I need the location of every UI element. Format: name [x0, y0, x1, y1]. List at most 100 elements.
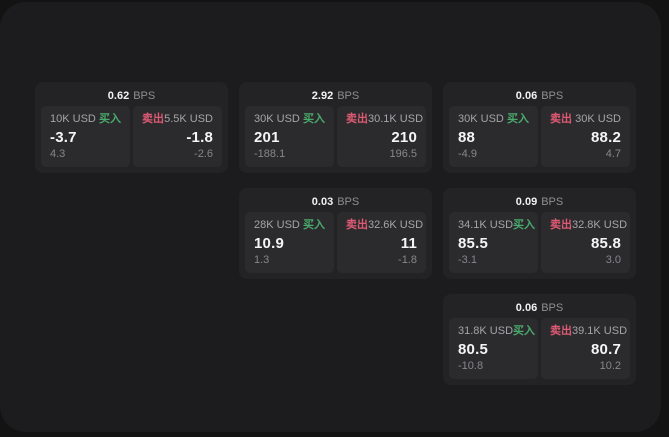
buy-side-label: 买入: [513, 325, 536, 337]
sell-pane-top: 卖出 39.1K USD: [550, 325, 627, 338]
buy-price: -3.7: [50, 129, 77, 146]
sell-price: 85.8: [591, 235, 621, 252]
buy-quote-pane[interactable]: 30K USD 买入 88 -4.9: [449, 106, 538, 167]
bps-unit-label: BPS: [541, 302, 564, 314]
sell-price: 80.7: [591, 341, 621, 358]
sell-delta: -1.8: [398, 254, 417, 266]
buy-amount: 30K USD: [458, 113, 504, 125]
sell-pane-top: 卖出 30K USD: [550, 113, 621, 126]
buy-side-label: 买入: [507, 113, 529, 125]
buy-amount: 10K USD: [50, 113, 96, 125]
bps-unit-label: BPS: [133, 90, 156, 102]
buy-pane-top: 28K USD 买入: [254, 219, 325, 232]
sell-price: -1.8: [186, 129, 213, 146]
card-body: 10K USD 买入 -3.7 4.3 卖出 5.5K USD -1.8 -2.…: [41, 106, 222, 167]
sell-pane-top: 卖出 30.1K USD: [346, 113, 423, 126]
sell-price: 88.2: [591, 129, 621, 146]
buy-quote-pane[interactable]: 30K USD 买入 201 -188.1: [245, 106, 334, 167]
bps-value: 0.06: [515, 90, 538, 102]
sell-quote-pane[interactable]: 卖出 30.1K USD 210 196.5: [337, 106, 426, 167]
card-header: 0.03 BPS: [245, 192, 426, 212]
quote-card: 0.62 BPS 10K USD 买入 -3.7 4.3 卖出 5.5K USD: [35, 82, 228, 173]
buy-side-label: 买入: [303, 113, 325, 125]
buy-delta: -4.9: [458, 148, 477, 160]
buy-amount: 31.8K USD: [458, 325, 514, 337]
sell-quote-pane[interactable]: 卖出 32.8K USD 85.8 3.0: [541, 212, 630, 273]
card-header: 0.06 BPS: [449, 86, 630, 106]
buy-price: 10.9: [254, 235, 284, 252]
card-body: 34.1K USD 买入 85.5 -3.1 卖出 32.8K USD 85.8…: [449, 212, 630, 273]
sell-amount: 32.8K USD: [572, 219, 628, 231]
buy-pane-top: 10K USD 买入: [50, 113, 121, 126]
bps-value: 0.03: [311, 196, 334, 208]
buy-amount: 30K USD: [254, 113, 300, 125]
buy-pane-top: 30K USD 买入: [254, 113, 325, 126]
bps-value: 2.92: [311, 90, 334, 102]
quote-card: 0.06 BPS 31.8K USD 买入 80.5 -10.8 卖出 39.1…: [443, 294, 636, 385]
buy-quote-pane[interactable]: 10K USD 买入 -3.7 4.3: [41, 106, 130, 167]
sell-side-label: 卖出: [346, 113, 368, 125]
sell-delta: 196.5: [389, 148, 417, 160]
sell-amount: 39.1K USD: [572, 325, 628, 337]
buy-price: 88: [458, 129, 476, 146]
quote-card: 0.09 BPS 34.1K USD 买入 85.5 -3.1 卖出 32.8K…: [443, 188, 636, 279]
sell-pane-top: 卖出 32.8K USD: [550, 219, 627, 232]
sell-side-label: 卖出: [550, 113, 572, 125]
buy-pane-top: 30K USD 买入: [458, 113, 529, 126]
card-header: 2.92 BPS: [245, 86, 426, 106]
bps-unit-label: BPS: [541, 196, 564, 208]
card-body: 28K USD 买入 10.9 1.3 卖出 32.6K USD 11 -1.8: [245, 212, 426, 273]
buy-delta: 1.3: [254, 254, 270, 266]
quote-card: 0.06 BPS 30K USD 买入 88 -4.9 卖出 30K USD: [443, 82, 636, 173]
sell-quote-pane[interactable]: 卖出 5.5K USD -1.8 -2.6: [133, 106, 222, 167]
buy-delta: -188.1: [254, 148, 286, 160]
buy-delta: -3.1: [458, 254, 477, 266]
buy-quote-pane[interactable]: 28K USD 买入 10.9 1.3: [245, 212, 334, 273]
buy-pane-top: 31.8K USD 买入: [458, 325, 535, 338]
buy-price: 85.5: [458, 235, 488, 252]
bps-value: 0.06: [515, 302, 538, 314]
buy-quote-pane[interactable]: 31.8K USD 买入 80.5 -10.8: [449, 318, 538, 379]
quote-grid: 0.62 BPS 10K USD 买入 -3.7 4.3 卖出 5.5K USD: [35, 82, 636, 385]
buy-delta: 4.3: [50, 148, 66, 160]
sell-quote-pane[interactable]: 卖出 30K USD 88.2 4.7: [541, 106, 630, 167]
card-header: 0.09 BPS: [449, 192, 630, 212]
sell-delta: 3.0: [605, 254, 621, 266]
sell-price: 210: [391, 129, 417, 146]
sell-side-label: 卖出: [346, 219, 368, 231]
sell-price: 11: [400, 235, 417, 252]
buy-price: 201: [254, 129, 280, 146]
bps-value: 0.09: [515, 196, 538, 208]
buy-side-label: 买入: [513, 219, 536, 231]
sell-amount: 32.6K USD: [368, 219, 424, 231]
sell-quote-pane[interactable]: 卖出 39.1K USD 80.7 10.2: [541, 318, 630, 379]
sell-pane-top: 卖出 5.5K USD: [142, 113, 213, 126]
buy-pane-top: 34.1K USD 买入: [458, 219, 535, 232]
sell-delta: -2.6: [194, 148, 213, 160]
sell-quote-pane[interactable]: 卖出 32.6K USD 11 -1.8: [337, 212, 426, 273]
buy-amount: 34.1K USD: [458, 219, 514, 231]
buy-amount: 28K USD: [254, 219, 300, 231]
bps-value: 0.62: [107, 90, 130, 102]
bps-unit-label: BPS: [337, 196, 360, 208]
card-body: 30K USD 买入 201 -188.1 卖出 30.1K USD 210 1…: [245, 106, 426, 167]
card-header: 0.62 BPS: [41, 86, 222, 106]
sell-side-label: 卖出: [142, 113, 164, 125]
sell-side-label: 卖出: [550, 219, 572, 231]
sell-amount: 30.1K USD: [368, 113, 424, 125]
buy-side-label: 买入: [303, 219, 325, 231]
card-body: 30K USD 买入 88 -4.9 卖出 30K USD 88.2 4.7: [449, 106, 630, 167]
buy-quote-pane[interactable]: 34.1K USD 买入 85.5 -3.1: [449, 212, 538, 273]
sell-delta: 4.7: [605, 148, 621, 160]
card-header: 0.06 BPS: [449, 298, 630, 318]
buy-delta: -10.8: [458, 360, 484, 372]
buy-side-label: 买入: [99, 113, 121, 125]
sell-pane-top: 卖出 32.6K USD: [346, 219, 423, 232]
main-panel: 0.62 BPS 10K USD 买入 -3.7 4.3 卖出 5.5K USD: [0, 2, 661, 432]
buy-price: 80.5: [458, 341, 488, 358]
sell-delta: 10.2: [599, 360, 621, 372]
quote-card: 2.92 BPS 30K USD 买入 201 -188.1 卖出 30.1K …: [239, 82, 432, 173]
quote-card: 0.03 BPS 28K USD 买入 10.9 1.3 卖出 32.6K US…: [239, 188, 432, 279]
bps-unit-label: BPS: [541, 90, 564, 102]
card-body: 31.8K USD 买入 80.5 -10.8 卖出 39.1K USD 80.…: [449, 318, 630, 379]
